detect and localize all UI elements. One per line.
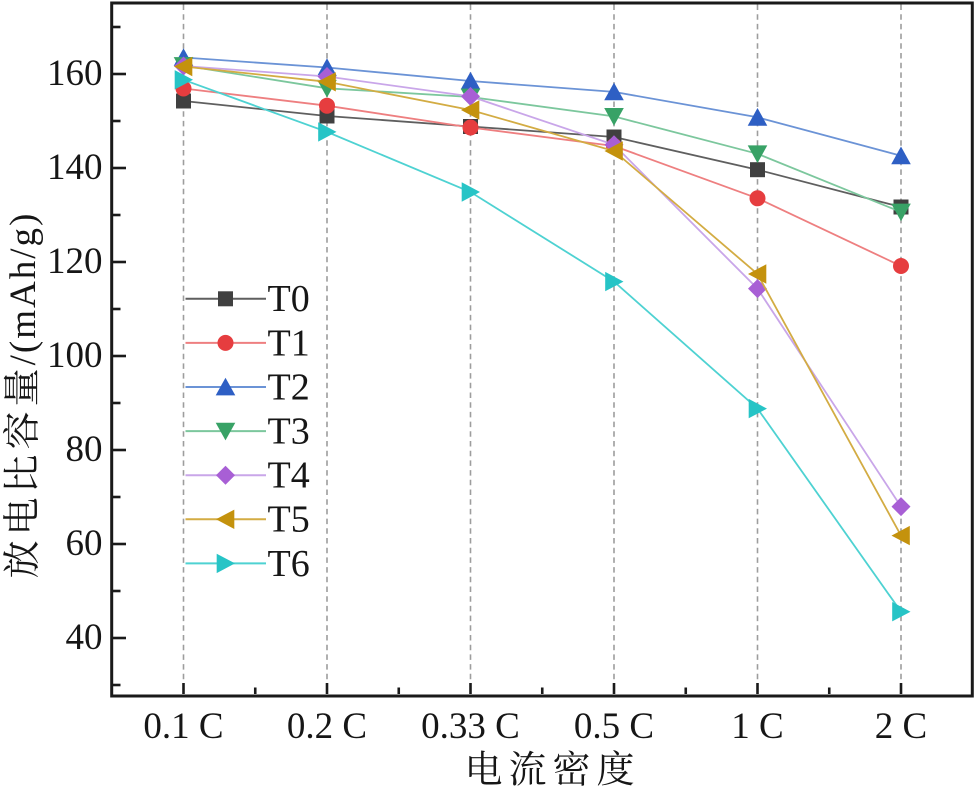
svg-text:60: 60 [66, 523, 103, 564]
svg-text:T4: T4 [268, 455, 310, 497]
svg-text:40: 40 [66, 617, 103, 658]
svg-text:0.33 C: 0.33 C [421, 706, 520, 747]
svg-text:T0: T0 [268, 278, 310, 320]
svg-text:1 C: 1 C [731, 706, 783, 747]
svg-text:0.1 C: 0.1 C [143, 706, 223, 747]
svg-text:T5: T5 [268, 499, 310, 541]
svg-text:T2: T2 [268, 366, 310, 408]
svg-text:2 C: 2 C [875, 706, 927, 747]
svg-text:100: 100 [47, 335, 103, 376]
svg-text:T6: T6 [268, 543, 310, 585]
svg-text:0.2 C: 0.2 C [287, 706, 367, 747]
svg-text:80: 80 [66, 429, 103, 470]
svg-text:T1: T1 [268, 322, 310, 364]
svg-text:0.5 C: 0.5 C [574, 706, 654, 747]
svg-text:/(mAh/g): /(mAh/g) [3, 212, 44, 366]
svg-text:120: 120 [47, 241, 103, 282]
svg-text:T3: T3 [268, 411, 310, 453]
svg-text:140: 140 [47, 147, 103, 188]
svg-text:160: 160 [47, 53, 103, 94]
